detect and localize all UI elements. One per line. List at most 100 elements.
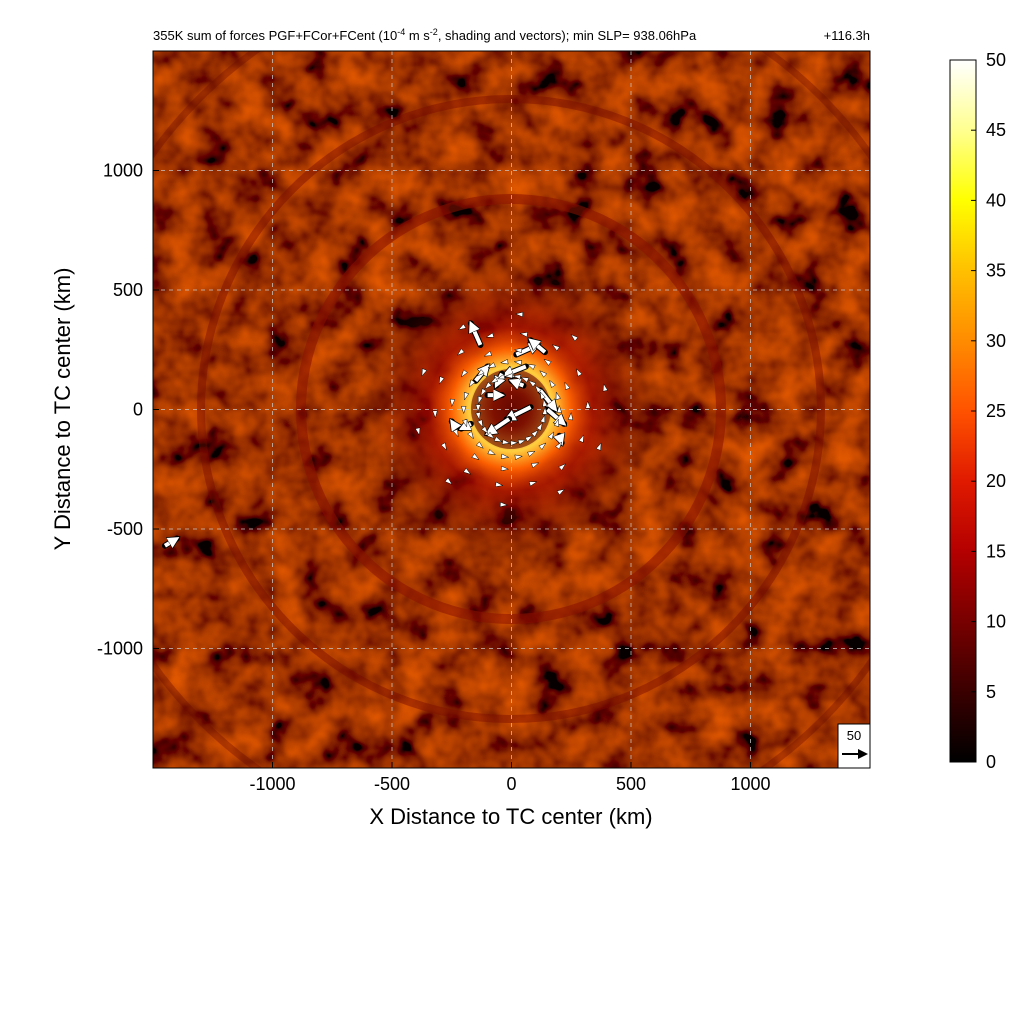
force-vector-small (475, 404, 481, 413)
colorbar: 0 5 10 15 20 25 30 35 40 45 50 (949, 50, 1006, 772)
force-vector-small (495, 481, 504, 488)
y-axis-label: Y Distance to TC center (km) (50, 268, 75, 551)
force-vector-small (519, 331, 528, 338)
force-vector-small (530, 462, 540, 469)
force-vector-small (471, 453, 480, 461)
x-tick-label: -500 (374, 774, 410, 794)
force-vector-small (486, 431, 495, 439)
force-vector-small (538, 442, 547, 450)
force-vector-small (438, 376, 445, 385)
force-vector-small (457, 323, 467, 331)
x-axis-label: X Distance to TC center (km) (369, 804, 652, 829)
force-vector-small (567, 411, 574, 421)
force-vector-small (556, 404, 563, 413)
x-tick-label: 1000 (730, 774, 770, 794)
colorbar-tick-label: 30 (986, 331, 1006, 351)
force-vector-small (578, 434, 585, 443)
force-vector-small (553, 418, 560, 428)
y-tick-label: 1000 (103, 161, 143, 181)
force-vector (496, 372, 502, 386)
force-vector (488, 417, 511, 433)
reference-vector-label: 50 (847, 728, 861, 743)
force-vector-small (496, 373, 506, 380)
force-vector (471, 323, 483, 346)
colorbar-tick-label: 40 (986, 190, 1006, 210)
colorbar-ticks: 0 5 10 15 20 25 30 35 40 45 50 (971, 50, 1006, 772)
force-vector-small (527, 450, 536, 457)
force-vector-small (483, 350, 493, 357)
force-vector-small (484, 381, 492, 390)
force-vector-small (462, 467, 472, 475)
force-vector-small (493, 436, 503, 443)
colorbar-tick-label: 15 (986, 541, 1006, 561)
force-vector-small (512, 374, 522, 380)
force-vector (559, 436, 561, 443)
colorbar-tick-label: 0 (986, 752, 996, 772)
y-tick-label: -500 (107, 519, 143, 539)
force-vector-small (489, 376, 499, 384)
force-vector-small (555, 441, 563, 450)
force-vector-small (542, 398, 548, 408)
force-vector-small (536, 422, 543, 431)
force-vector-small (500, 453, 510, 460)
force-vector (452, 421, 457, 428)
force-vector-small (477, 419, 484, 428)
force-vector-small (460, 406, 467, 415)
force-vector-small (477, 395, 484, 405)
force-vector (163, 539, 177, 546)
force-vector-small (452, 428, 459, 438)
force-vector-small (524, 435, 534, 443)
force-vector-small (528, 481, 538, 487)
force-vector (546, 407, 564, 424)
force-vector-small (467, 430, 474, 440)
force-vector-small (475, 411, 481, 421)
colorbar-tick-label: 45 (986, 120, 1006, 140)
force-vector-small (526, 364, 536, 370)
force-vector-small (558, 463, 567, 471)
time-label: +116.3h (824, 28, 870, 43)
force-vector-small (555, 391, 561, 401)
force-vector-small (476, 369, 485, 377)
force-vector-small (539, 391, 546, 400)
force-vector-small (432, 410, 438, 419)
force-vector-small (475, 441, 484, 449)
force-vector (538, 389, 555, 409)
force-vector-small (556, 488, 566, 496)
force-vector-small (414, 427, 421, 436)
force-vector-small (481, 426, 489, 435)
colorbar-tick-label: 35 (986, 261, 1006, 281)
y-tick-label: -1000 (97, 639, 143, 659)
heatmap-field (153, 51, 870, 768)
force-vector-small (487, 449, 497, 455)
force-vector-small (499, 358, 509, 365)
force-vector-small (460, 369, 468, 378)
force-vector-small (487, 362, 496, 369)
force-vector-small (462, 418, 468, 428)
force-vector-small (539, 370, 548, 378)
chart-title: 355K sum of forces PGF+FCor+FCent (10-4 … (153, 27, 697, 43)
force-vector-small (564, 381, 571, 391)
force-vector-small (513, 359, 523, 366)
force-vector-small (510, 440, 519, 446)
force-vector-small (531, 429, 539, 438)
reference-vector-key: 50 (837, 723, 871, 769)
colorbar-tick-label: 5 (986, 682, 996, 702)
force-vector-small (449, 398, 456, 408)
force-vector-small (585, 400, 591, 409)
force-vector-small (602, 383, 609, 392)
force-vector-small (514, 311, 524, 318)
force-vector-small (576, 368, 583, 377)
force-vector-small (440, 442, 447, 451)
force-vector-small (504, 373, 513, 379)
force-vector-small (499, 501, 509, 508)
y-tick-label: 0 (133, 400, 143, 420)
force-vector-small (547, 431, 555, 440)
force-vector-small (595, 442, 602, 451)
force-vector-small (513, 347, 523, 354)
force-vector-small (485, 332, 495, 338)
force-vector-small (528, 380, 537, 388)
force-vector-small (501, 439, 511, 445)
force-vector-small (514, 454, 524, 461)
force-vector-small (480, 388, 487, 397)
